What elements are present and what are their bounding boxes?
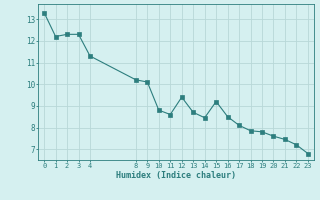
X-axis label: Humidex (Indice chaleur): Humidex (Indice chaleur) (116, 171, 236, 180)
